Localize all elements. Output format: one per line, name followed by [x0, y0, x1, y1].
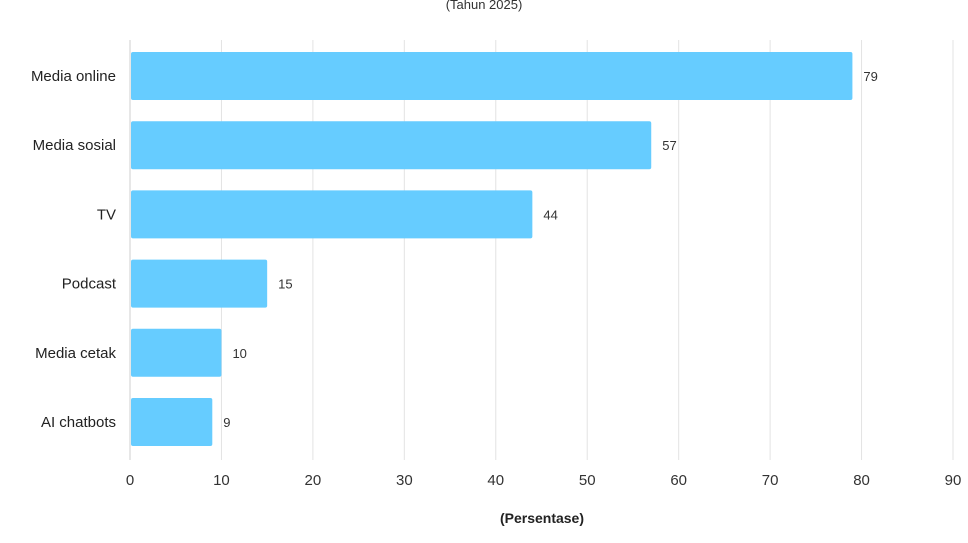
category-label: TV — [97, 206, 116, 223]
x-axis-title: (Persentase) — [500, 510, 584, 526]
x-tick-label: 30 — [396, 472, 413, 489]
x-tick-label: 90 — [945, 472, 962, 489]
data-label: 9 — [223, 415, 230, 430]
bar — [131, 190, 533, 239]
bar — [131, 121, 652, 170]
x-tick-labels: 0 10 20 30 40 50 60 70 80 90 — [126, 472, 962, 489]
data-label: 44 — [543, 207, 557, 222]
bar — [131, 52, 853, 100]
x-tick-label: 80 — [853, 472, 870, 489]
x-tick-label: 10 — [213, 472, 230, 489]
category-labels: Media online Media sosial TV Podcast Media c… — [31, 68, 117, 431]
data-label: 79 — [863, 69, 877, 84]
chart-subtitle: (Tahun 2025) — [446, 0, 523, 12]
bar — [131, 328, 222, 377]
x-tick-label: 70 — [762, 472, 779, 489]
grid-lines — [129, 40, 954, 460]
x-tick-label: 0 — [126, 472, 134, 489]
x-tick-label: 60 — [670, 472, 687, 489]
category-label: Media cetak — [35, 345, 116, 362]
x-tick-label: 20 — [305, 472, 322, 489]
data-label: 10 — [232, 346, 246, 361]
x-tick-label: 50 — [579, 472, 596, 489]
category-label: Podcast — [62, 276, 117, 293]
bars — [131, 52, 853, 446]
category-label: AI chatbots — [41, 414, 116, 431]
data-label: 15 — [278, 277, 292, 292]
category-label: Media online — [31, 68, 116, 85]
data-label: 57 — [662, 138, 676, 153]
x-tick-label: 40 — [487, 472, 504, 489]
data-labels: 79 57 44 15 10 9 — [223, 69, 878, 430]
bar — [131, 259, 268, 308]
bar — [131, 398, 213, 446]
category-label: Media sosial — [33, 137, 116, 154]
